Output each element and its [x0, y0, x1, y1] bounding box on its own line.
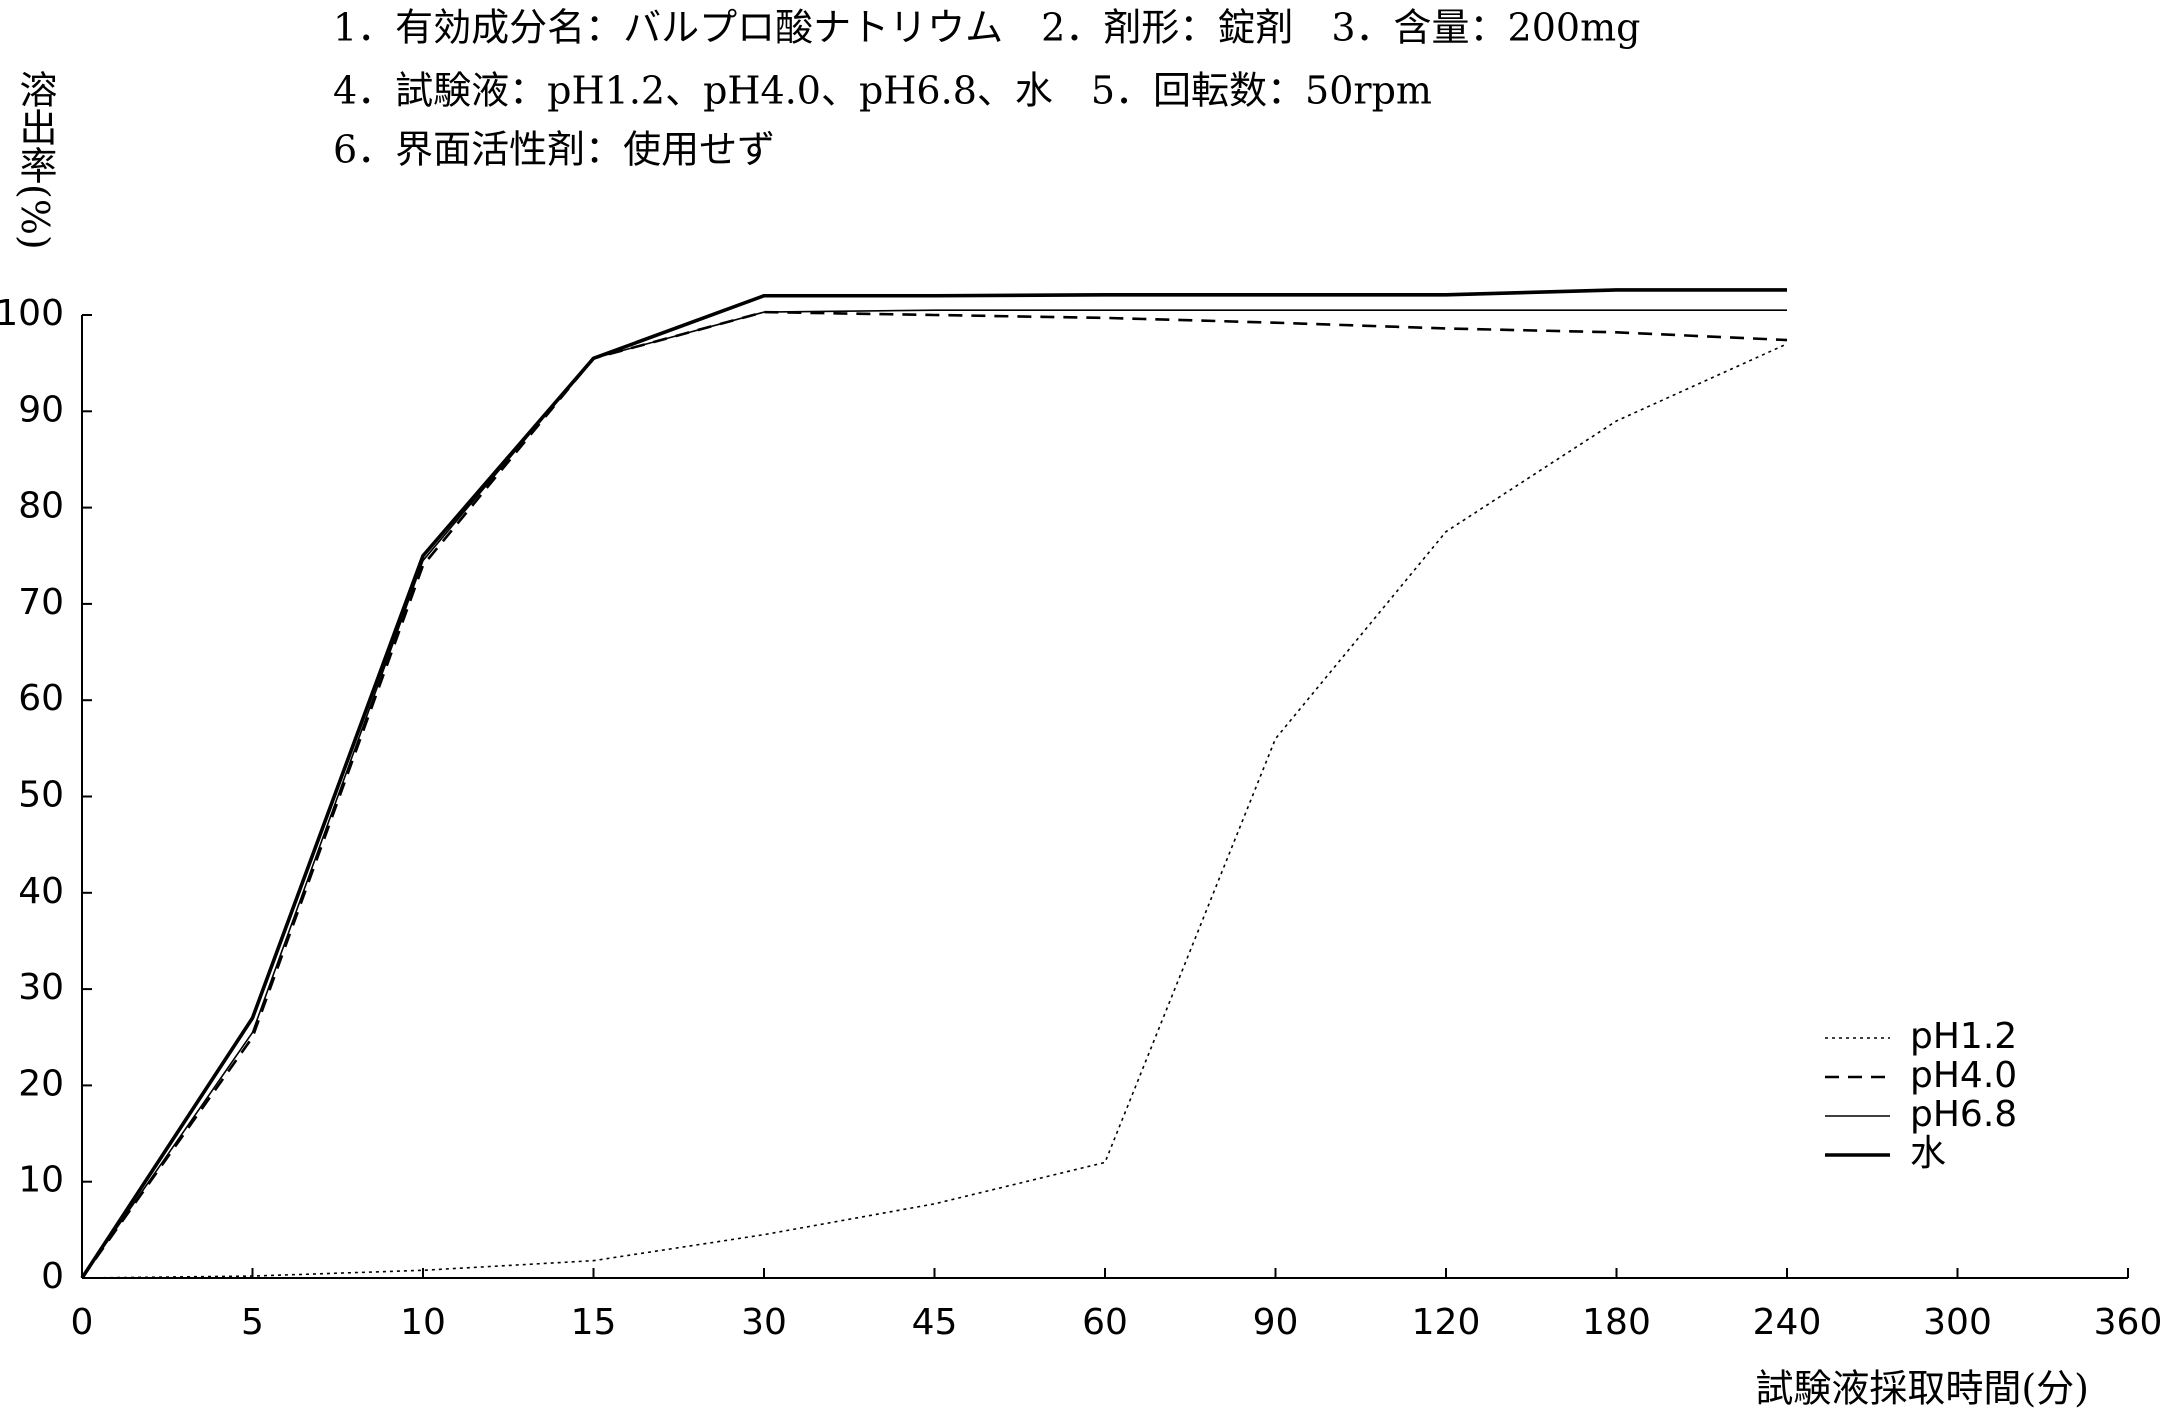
- legend-label: pH4.0: [1910, 1055, 2017, 1096]
- legend-label: 水: [1910, 1133, 1946, 1174]
- legend-label: pH6.8: [1910, 1094, 2017, 1135]
- title-line: 1．有効成分名：バルプロ酸ナトリウム 2．剤形：錠剤 3．含量：200mg: [333, 6, 1640, 50]
- x-tick-label: 240: [1753, 1302, 1822, 1343]
- y-tick-label: 80: [18, 486, 64, 527]
- y-tick-label: 70: [18, 582, 64, 623]
- title-line: 4．試験液：pH1.2、pH4.0、pH6.8、水 5．回転数：50rpm: [333, 69, 1432, 113]
- y-axis-label: 溶出率(%): [13, 70, 57, 250]
- series-line: [81, 343, 1788, 1279]
- x-tick-label: 45: [912, 1302, 958, 1343]
- x-tick-label: 5: [241, 1302, 264, 1343]
- y-tick-label: 90: [18, 389, 64, 430]
- y-tick-label: 40: [18, 871, 64, 912]
- x-tick-label: 60: [1082, 1302, 1128, 1343]
- series-line: [81, 309, 1787, 1279]
- y-tick-label: 20: [18, 1063, 64, 1104]
- x-tick-label: 0: [71, 1302, 94, 1343]
- x-tick-label: 300: [1923, 1302, 1992, 1343]
- x-axis-label: 試験液採取時間(分): [1755, 1367, 2089, 1411]
- x-tick-label: 30: [741, 1302, 787, 1343]
- x-tick-label: 180: [1582, 1302, 1651, 1343]
- x-tick-label: 360: [2094, 1302, 2163, 1343]
- y-tick-label: 60: [18, 678, 64, 719]
- series-line: [80, 310, 1788, 1279]
- x-tick-label: 10: [400, 1302, 446, 1343]
- y-tick-label: 50: [18, 775, 64, 816]
- x-tick-label: 120: [1412, 1302, 1481, 1343]
- x-tick-label: 90: [1253, 1302, 1299, 1343]
- legend-label: pH1.2: [1910, 1016, 2017, 1057]
- series-line: [80, 288, 1787, 1279]
- y-tick-label: 100: [0, 293, 64, 334]
- y-tick-label: 30: [18, 967, 64, 1008]
- x-tick-label: 15: [571, 1302, 617, 1343]
- y-tick-label: 10: [18, 1160, 64, 1201]
- title-line: 6．界面活性剤：使用せず: [333, 128, 775, 172]
- y-tick-label: 0: [41, 1256, 64, 1297]
